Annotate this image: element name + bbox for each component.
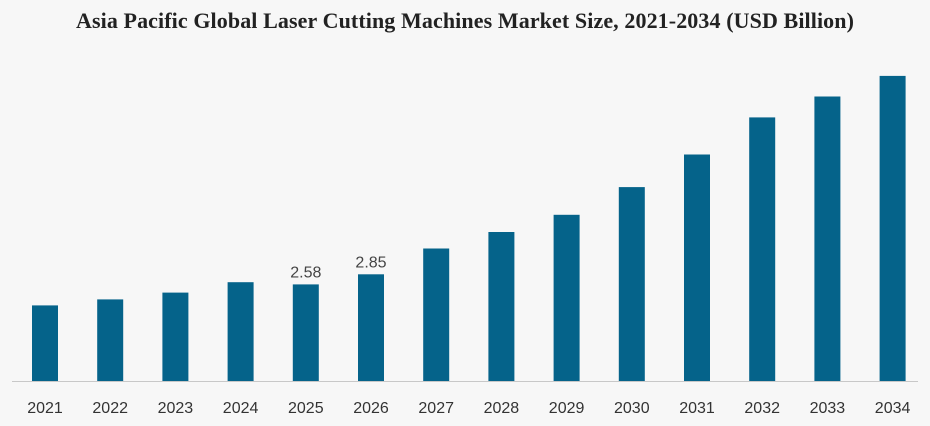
x-tick-label: 2028 (484, 400, 520, 417)
bar-2022 (97, 299, 124, 381)
chart-title: Asia Pacific Global Laser Cutting Machin… (75, 8, 855, 33)
x-tick-label: 2031 (679, 400, 715, 417)
x-tick-label: 2026 (353, 400, 389, 417)
bar-2023 (162, 292, 189, 381)
bar-2027 (423, 248, 450, 381)
bar-2030 (618, 187, 645, 381)
bar-2034 (879, 75, 906, 382)
x-tick-label: 2030 (614, 400, 650, 417)
bar-2025 (292, 284, 319, 381)
x-tick-label: 2025 (288, 400, 324, 417)
x-tick-label: 2023 (158, 400, 194, 417)
data-labels: 2.58 2.85 (290, 254, 386, 281)
data-label-2026: 2.85 (355, 254, 386, 271)
x-tick-label: 2029 (549, 400, 585, 417)
bar-2032 (749, 117, 776, 382)
bar-2024 (227, 282, 254, 381)
bar-2029 (553, 214, 580, 381)
bar-2031 (684, 154, 710, 381)
x-tick-label: 2034 (875, 400, 911, 417)
bar-2026 (358, 274, 384, 381)
bar-2033 (814, 96, 841, 381)
x-tick-labels: 2021 2022 2023 2024 2025 2026 2027 2028 2029 2030… (27, 400, 910, 417)
data-label-2025: 2.58 (290, 264, 321, 281)
x-tick-label: 2027 (418, 400, 454, 417)
bars-group (32, 75, 906, 382)
x-tick-label: 2033 (810, 400, 846, 417)
x-tick-label: 2024 (223, 400, 259, 417)
bar-2021 (32, 305, 58, 381)
x-tick-label: 2032 (744, 400, 780, 417)
x-tick-label: 2022 (92, 400, 128, 417)
bar-2028 (488, 232, 515, 381)
x-tick-label: 2021 (27, 400, 63, 417)
